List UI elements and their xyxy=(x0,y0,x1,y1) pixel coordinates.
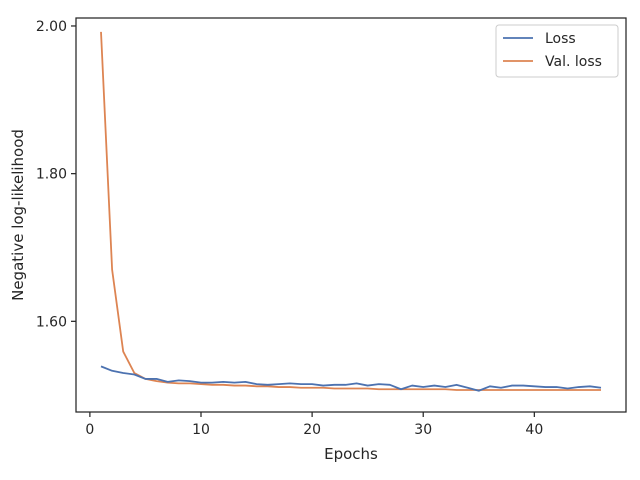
y-axis-label: Negative log-likelihood xyxy=(9,129,27,301)
x-tick-label: 10 xyxy=(192,422,210,438)
val-loss-line xyxy=(100,31,601,391)
axes-frame xyxy=(75,17,627,413)
x-tick-label: 20 xyxy=(303,422,321,438)
y-tick-label: 2.00 xyxy=(36,19,67,35)
ticks-layer: 0 10 20 30 40 1.60 1.80 2.00 xyxy=(36,19,543,438)
series-layer xyxy=(100,31,602,392)
x-tick-label: 30 xyxy=(414,422,432,438)
x-tick-label: 0 xyxy=(85,422,94,438)
legend-label-loss: Loss xyxy=(545,31,576,47)
x-axis-label: Epochs xyxy=(324,445,378,463)
legend-label-val-loss: Val. loss xyxy=(545,54,602,70)
legend: Loss Val. loss xyxy=(495,24,619,78)
x-tick-label: 40 xyxy=(525,422,543,438)
loss-line xyxy=(100,365,602,392)
y-tick-label: 1.80 xyxy=(36,167,67,183)
y-tick-label: 1.60 xyxy=(36,314,67,330)
